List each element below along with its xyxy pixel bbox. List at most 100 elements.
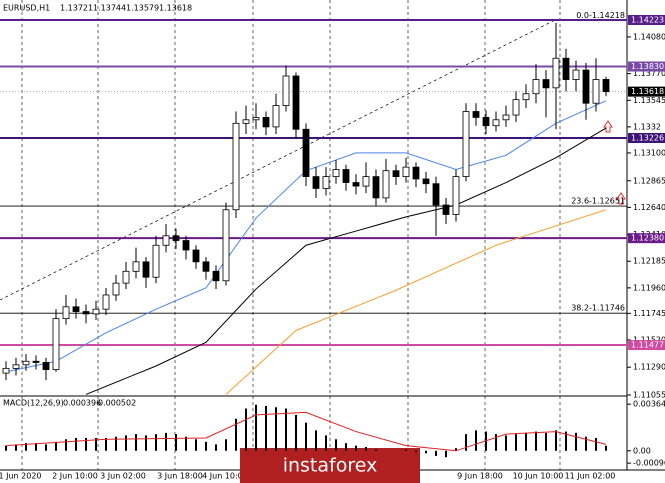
candle-body xyxy=(312,176,320,189)
candle-body xyxy=(202,261,210,272)
y-tick-label: 0.003641 xyxy=(633,400,665,409)
candle-body xyxy=(322,176,330,189)
x-tick-label: 10 Jun 10:00 xyxy=(513,472,564,481)
candle-body xyxy=(302,128,310,178)
y-tick-label: 1.14080 xyxy=(633,32,665,41)
level-label: 1.13226 xyxy=(631,134,664,143)
ohlc-high: 1.13744 xyxy=(93,4,126,13)
level-label: 1.14223 xyxy=(631,16,664,25)
header: EURUSD,H1 1.13721 1.13744 1.13579 1.1361… xyxy=(3,4,192,408)
candle-body xyxy=(2,367,10,374)
candle-body xyxy=(342,169,350,183)
level-box xyxy=(628,233,665,244)
candle-body xyxy=(242,119,250,124)
y-tick-label: 1.12185 xyxy=(633,257,665,266)
ohlc-open: 1.13721 xyxy=(60,4,93,13)
macd-value: 0.000396 xyxy=(63,399,101,408)
candle-body xyxy=(442,204,450,215)
candle-body xyxy=(422,178,430,185)
candle-body xyxy=(222,209,230,282)
x-tick-label: 4 Jun 10:00 xyxy=(202,472,248,481)
symbol: EURUSD,H1 xyxy=(3,4,50,13)
candle-body xyxy=(392,170,400,178)
up-arrow xyxy=(603,120,613,133)
candle-body xyxy=(512,99,520,116)
candle-body xyxy=(192,249,200,263)
candle-body xyxy=(102,294,110,310)
macd-signal-value: 0.000502 xyxy=(98,399,136,408)
moving-average xyxy=(85,127,607,395)
y-tick-label: 1.11960 xyxy=(633,283,665,292)
candle-body xyxy=(482,117,490,127)
candle-body xyxy=(22,360,30,366)
price-label: 1.13618 xyxy=(631,87,664,96)
candle-body xyxy=(352,182,360,187)
signal-line xyxy=(5,411,607,452)
candle-body xyxy=(72,306,80,312)
x-tick-label: 2 Jun 10:00 xyxy=(52,472,98,481)
candle-body xyxy=(562,57,570,80)
y-tick-label: 1.13100 xyxy=(633,148,665,157)
candle-body xyxy=(362,176,370,187)
x-tick-label: 3 Jun 18:00 xyxy=(157,472,203,481)
level-box xyxy=(628,15,665,26)
moving-average xyxy=(225,209,607,395)
candle-body xyxy=(432,183,440,206)
y-tick-label: 1.13545 xyxy=(633,96,665,105)
candle-body xyxy=(32,360,40,363)
candle-body xyxy=(62,306,70,320)
candle-body xyxy=(182,240,190,251)
y-tick-label: 1.1332 xyxy=(633,122,661,131)
candle-body xyxy=(372,176,380,199)
fib-label: 0.0-1.14218 xyxy=(576,11,625,20)
y-tick-label: -0.000962 xyxy=(633,459,665,468)
x-tick-label: 3 Jun 02:00 xyxy=(100,472,146,481)
candle-body xyxy=(582,69,590,104)
candle-body xyxy=(462,111,470,178)
y-tick-label: 1.12865 xyxy=(633,176,665,185)
candle-body xyxy=(132,261,140,272)
candle-body xyxy=(332,169,340,178)
candle-body xyxy=(172,235,180,241)
watermark-box xyxy=(240,448,420,483)
level-box xyxy=(628,340,665,351)
candle-body xyxy=(492,119,500,127)
candle-body xyxy=(152,244,160,278)
candle-body xyxy=(412,166,420,180)
candle-body xyxy=(382,170,390,199)
candle-body xyxy=(552,57,560,89)
y-tick-label: 1.13770 xyxy=(633,69,665,78)
candle-body xyxy=(402,166,410,178)
y-tick-label: 1.11745 xyxy=(633,309,665,318)
candle-body xyxy=(532,79,540,95)
level-label: 1.12380 xyxy=(631,234,664,243)
fib-label: 23.6-1.12651 xyxy=(571,197,625,206)
candle-body xyxy=(42,362,50,370)
price-box xyxy=(628,86,665,97)
ohlc-low: 1.13579 xyxy=(126,4,159,13)
y-tick-label: 1.11290 xyxy=(633,363,665,372)
level-box xyxy=(628,61,665,72)
candle-body xyxy=(542,79,550,89)
candle-body xyxy=(262,117,270,128)
level-label: 1.11477 xyxy=(631,341,664,350)
candle-body xyxy=(92,308,100,315)
candle-body xyxy=(82,311,90,315)
candle-body xyxy=(452,176,460,215)
candle-body xyxy=(592,79,600,104)
candle-body xyxy=(122,270,130,284)
candle-body xyxy=(272,105,280,128)
watermark: instaforex xyxy=(283,455,378,477)
x-tick-label: 1 Jun 2020 xyxy=(0,472,42,481)
candle-body xyxy=(232,122,240,211)
time-grid xyxy=(21,0,561,470)
candle-body xyxy=(502,114,510,121)
candle-body xyxy=(112,282,120,296)
candle-body xyxy=(142,261,150,278)
candle-body xyxy=(52,318,60,370)
ohlc-close: 1.13618 xyxy=(159,4,192,13)
candle-body xyxy=(162,235,170,246)
candle-body xyxy=(282,75,290,106)
